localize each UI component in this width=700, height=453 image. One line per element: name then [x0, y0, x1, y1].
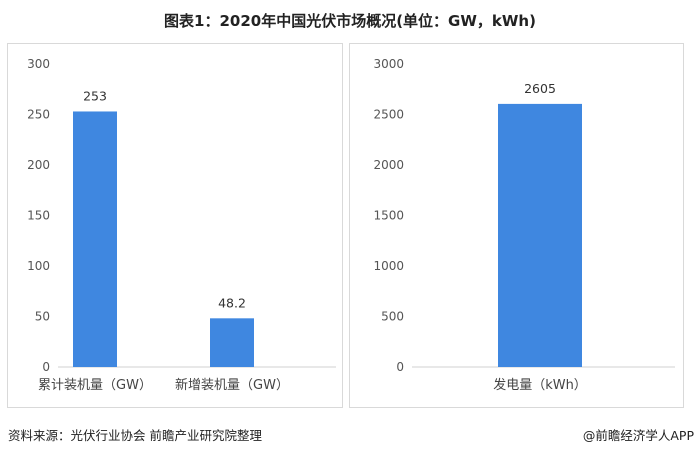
right-y-tick-label: 3000: [373, 57, 404, 71]
left-y-tick-label: 150: [27, 209, 50, 223]
left-bar: [210, 318, 254, 367]
left-category-label: 累计装机量（GW）: [38, 378, 152, 393]
right-y-tick-label: 2500: [373, 108, 404, 122]
right-category-label: 发电量（kWh）: [493, 377, 587, 393]
left-bar-chart: 0 50 100 150 200 250 300 253 累计装机量（GW） 48.2 新增装机量（…: [27, 57, 336, 393]
left-y-tick-label: 300: [27, 57, 50, 71]
right-chart-panel: 0 500 1000 1500 2000 2500 3000 2605 发电量（kWh）: [349, 43, 684, 408]
right-bar-chart: 0 500 1000 1500 2000 2500 3000 2605 发电量（kWh）: [373, 57, 675, 393]
left-y-tick-label: 0: [42, 360, 50, 374]
right-y-tick-label: 2000: [373, 158, 404, 172]
left-category-label: 新增装机量（GW）: [175, 377, 289, 393]
chart-title: 图表1：2020年中国光伏市场概况(单位：GW，kWh): [164, 12, 536, 30]
left-y-tick-label: 50: [35, 310, 50, 324]
left-bar-value-label: 253: [83, 88, 107, 103]
right-y-tick-label: 1500: [373, 209, 404, 223]
right-bar-value-label: 2605: [524, 81, 556, 96]
left-bar-value-label: 48.2: [218, 295, 246, 310]
source-note: 资料来源：光伏行业协会 前瞻产业研究院整理: [8, 428, 262, 443]
left-y-tick-label: 200: [27, 158, 50, 172]
right-y-tick-label: 500: [381, 310, 404, 324]
left-y-tick-label: 100: [27, 259, 50, 273]
right-y-tick-label: 1000: [373, 259, 404, 273]
brand-credit: @前瞻经济学人APP: [582, 428, 694, 443]
left-bar: [73, 111, 117, 367]
right-bar: [498, 103, 582, 367]
right-y-tick-label: 0: [396, 360, 404, 374]
left-y-tick-label: 250: [27, 108, 50, 122]
left-chart-panel: 0 50 100 150 200 250 300 253 累计装机量（GW） 48.2 新增装机量（…: [7, 43, 343, 408]
